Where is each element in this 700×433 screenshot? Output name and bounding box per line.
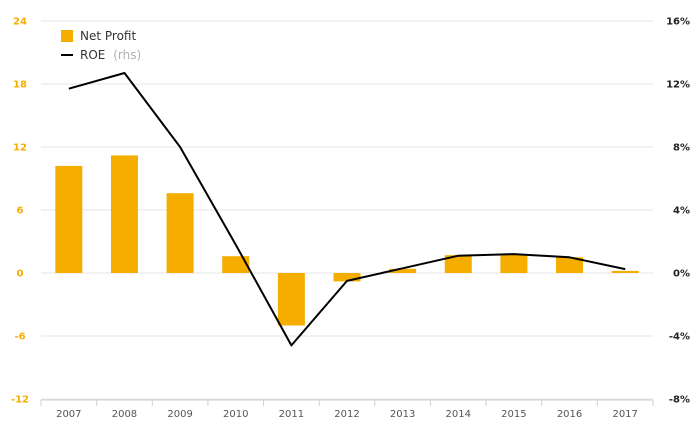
net-profit-bars — [55, 155, 639, 326]
right-axis-ticks: 16% 12% 8% 4% 0% -4% -8% — [666, 17, 690, 406]
bar-2012 — [333, 273, 361, 282]
x-tick-label: 2008 — [112, 409, 137, 420]
right-tick-label: -4% — [669, 332, 690, 343]
right-tick-label: 12% — [666, 80, 690, 91]
right-tick-label: 4% — [673, 206, 690, 217]
bar-2009 — [166, 193, 194, 273]
bar-2016 — [556, 257, 584, 273]
bar-2015 — [500, 254, 528, 273]
legend-roe-suffix: (rhs) — [113, 48, 141, 62]
x-axis — [40, 399, 654, 406]
bar-2013 — [389, 268, 417, 273]
legend-label-roe: ROE (rhs) — [80, 48, 141, 62]
x-tick-label: 2010 — [223, 409, 248, 420]
bar-2014 — [444, 255, 472, 273]
x-tick-label: 2017 — [612, 409, 637, 420]
x-tick-label: 2015 — [501, 409, 526, 420]
left-tick-label: 24 — [13, 17, 27, 28]
left-tick-label: 18 — [13, 80, 27, 91]
x-axis-ticks: 2007 2008 2009 2010 2011 2012 2013 2014 2015 2016… — [56, 409, 638, 420]
x-tick-label: 2011 — [279, 409, 304, 420]
left-tick-label: 6 — [17, 206, 24, 217]
roe-line-path — [68, 72, 626, 347]
legend-label-net-profit: Net Profit — [80, 29, 136, 43]
right-tick-label: -8% — [669, 395, 690, 406]
legend-roe-name: ROE — [80, 48, 105, 62]
bar-2011 — [277, 273, 305, 326]
legend: Net Profit ROE (rhs) — [61, 29, 141, 62]
bar-2010 — [222, 256, 250, 273]
bar-2008 — [110, 155, 138, 273]
right-tick-label: 16% — [666, 17, 690, 28]
right-tick-label: 0% — [673, 269, 690, 280]
legend-swatch-net-profit — [61, 30, 73, 42]
left-axis-ticks: 24 18 12 6 0 -6 -12 — [11, 17, 29, 406]
right-tick-label: 8% — [673, 143, 690, 154]
left-tick-label: -12 — [11, 395, 29, 406]
x-tick-label: 2014 — [446, 409, 471, 420]
bar-2007 — [55, 165, 83, 273]
x-tick-label: 2009 — [167, 409, 192, 420]
x-tick-label: 2016 — [557, 409, 582, 420]
left-tick-label: -6 — [14, 332, 25, 343]
left-tick-label: 0 — [17, 269, 24, 280]
x-tick-label: 2007 — [56, 409, 81, 420]
x-tick-label: 2013 — [390, 409, 415, 420]
x-tick-label: 2012 — [334, 409, 359, 420]
left-tick-label: 12 — [13, 143, 27, 154]
bar-2017 — [611, 270, 639, 273]
roe-line — [68, 72, 626, 347]
